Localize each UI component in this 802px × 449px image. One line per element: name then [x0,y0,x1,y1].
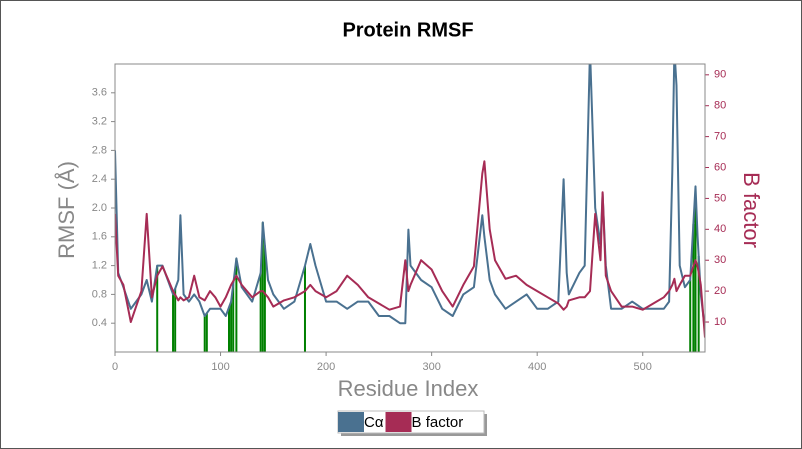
x-tick-label: 400 [528,361,546,373]
chart-title: Protein RMSF [342,19,473,41]
legend-swatch [338,412,364,432]
y2-tick-label: 70 [714,131,726,143]
x-tick-label: 500 [634,361,652,373]
y-tick-label: 2.0 [92,202,107,214]
y2-tick-label: 50 [714,192,726,204]
y2-tick-label: 40 [714,223,726,235]
plot-area [115,64,705,352]
series-line [115,160,705,338]
y2-tick-label: 20 [714,285,726,297]
y-tick-label: 0.8 [92,288,107,300]
y2-tick-label: 10 [714,316,726,328]
legend-swatch [385,412,412,432]
y2-axis-label: B factor [739,172,764,248]
legend-label: Cα [364,414,384,431]
y-axis-label: RMSF (Å) [54,161,79,259]
legend-label: B factor [412,414,464,431]
y-tick-label: 0.4 [92,317,107,329]
y-tick-label: 1.6 [92,231,107,243]
plot-frame [114,63,706,353]
y-tick-label: 3.2 [92,116,107,128]
y2-tick-label: 90 [714,69,726,81]
y2-tick-label: 60 [714,161,726,173]
y-tick-label: 2.8 [92,144,107,156]
y2-tick-label: 30 [714,254,726,266]
x-tick-label: 200 [317,361,335,373]
y-tick-label: 1.2 [92,260,107,272]
x-axis-label: Residue Index [338,376,479,401]
y2-tick-label: 80 [714,100,726,112]
y-tick-label: 3.6 [92,87,107,99]
y-tick-label: 2.4 [92,173,107,185]
x-tick-label: 300 [422,361,440,373]
x-tick-label: 100 [211,361,229,373]
x-tick-label: 0 [112,361,118,373]
